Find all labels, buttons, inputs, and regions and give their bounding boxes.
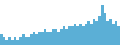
Bar [95, 21, 98, 45]
Bar [101, 5, 104, 45]
Bar [16, 40, 19, 45]
Bar [65, 29, 68, 45]
Bar [49, 32, 52, 45]
Bar [98, 16, 101, 45]
Bar [38, 32, 41, 45]
Bar [90, 24, 93, 45]
Bar [60, 29, 63, 45]
Bar [112, 24, 115, 45]
Bar [33, 32, 35, 45]
Bar [8, 37, 11, 45]
Bar [55, 29, 57, 45]
Bar [109, 19, 112, 45]
Bar [52, 29, 55, 45]
Bar [79, 24, 82, 45]
Bar [71, 26, 74, 45]
Bar [11, 40, 14, 45]
Bar [3, 37, 5, 45]
Bar [46, 32, 49, 45]
Bar [19, 37, 22, 45]
Bar [93, 19, 95, 45]
Bar [35, 34, 38, 45]
Bar [63, 26, 65, 45]
Bar [106, 21, 109, 45]
Bar [87, 21, 90, 45]
Bar [74, 24, 76, 45]
Bar [0, 34, 3, 45]
Bar [57, 32, 60, 45]
Bar [25, 37, 27, 45]
Bar [82, 26, 85, 45]
Bar [76, 26, 79, 45]
Bar [68, 26, 71, 45]
Bar [44, 29, 46, 45]
Bar [22, 34, 25, 45]
Bar [115, 21, 117, 45]
Bar [5, 40, 8, 45]
Bar [27, 37, 30, 45]
Bar [41, 32, 44, 45]
Bar [85, 24, 87, 45]
Bar [104, 13, 106, 45]
Bar [117, 26, 120, 45]
Bar [14, 37, 16, 45]
Bar [30, 34, 33, 45]
